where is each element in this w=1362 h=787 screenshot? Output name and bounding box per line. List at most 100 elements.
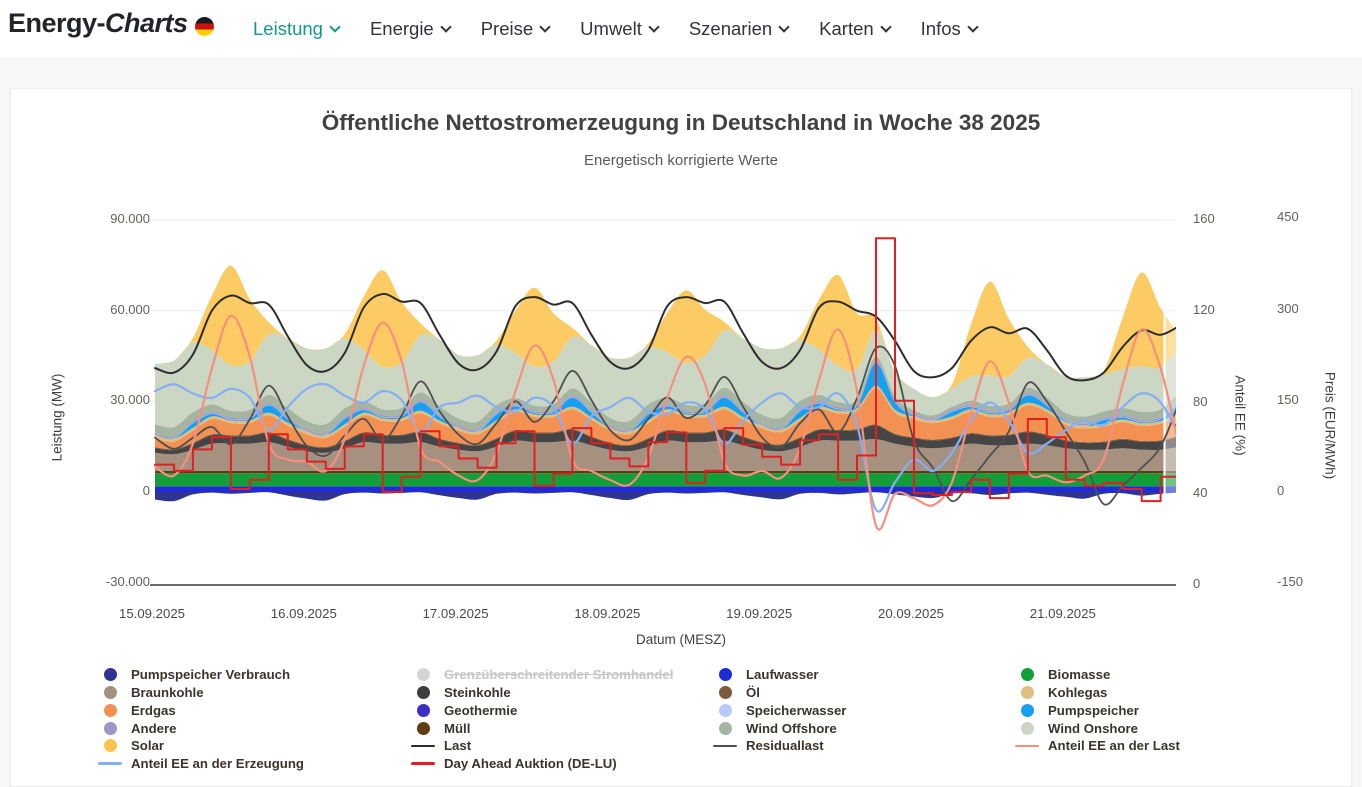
generation-chart-svg[interactable] xyxy=(0,180,1362,600)
brand-energy: Energy- xyxy=(8,8,106,38)
chevron-down-icon xyxy=(539,20,551,33)
y-tick-share-160: 160 xyxy=(1193,211,1215,226)
area-pumpspeicher_verbrauch xyxy=(155,491,1176,502)
nav-item-infos[interactable]: Infos xyxy=(921,18,979,40)
legend-column: Biomasse Kohlegas Pumpspeicher Wind Onshore… xyxy=(1014,666,1180,755)
legend-dot-marker xyxy=(712,686,738,700)
legend-dot-marker xyxy=(712,703,738,717)
legend-item-kohlegas[interactable]: Kohlegas xyxy=(1014,684,1180,702)
y-tick-price-450: 450 xyxy=(1277,209,1299,225)
y-tick-share-40: 40 xyxy=(1193,484,1208,500)
nav-item-label: Szenarien xyxy=(688,17,773,39)
legend-item-label: Pumpspeicher Verbrauch xyxy=(131,667,291,683)
legend-dot-marker xyxy=(1014,668,1040,682)
legend-item-label: Kohlegas xyxy=(1048,685,1108,701)
legend-item-label: Andere xyxy=(131,720,177,736)
legend-item-wind-onshore[interactable]: Wind Onshore xyxy=(1014,719,1180,737)
chevron-down-icon xyxy=(880,20,892,33)
x-tick-19.09.2025: 19.09.2025 xyxy=(726,606,793,621)
nav-item-label: Energie xyxy=(369,17,434,39)
legend-item-label: Grenzüberschreitender Stromhandel xyxy=(444,667,674,683)
legend-column: Laufwasser Öl Speicherwasser Wind Offshore R… xyxy=(712,666,846,755)
nav-item-leistung[interactable]: Leistung xyxy=(253,17,341,40)
line-anteil_ee_erzeugung xyxy=(154,382,1176,513)
legend-item-solar[interactable]: Solar xyxy=(97,737,304,755)
x-tick-16.09.2025: 16.09.2025 xyxy=(270,606,337,621)
legend-item-biomasse[interactable]: Biomasse xyxy=(1014,666,1180,684)
legend-item-laufwasser[interactable]: Laufwasser xyxy=(712,666,846,684)
legend-line-marker xyxy=(712,744,738,748)
legend-item-label: Laufwasser xyxy=(746,667,819,683)
nav-item-szenarien[interactable]: Szenarien xyxy=(688,17,790,40)
legend-item-grenzüberschreitender-stromhandel[interactable]: Grenzüberschreitender Stromhandel xyxy=(410,666,673,684)
legend-item-label: Braunkohle xyxy=(131,685,204,701)
legend-item-label: Residuallast xyxy=(746,738,824,754)
y-tick-price--150: -150 xyxy=(1277,574,1304,590)
german-flag-icon xyxy=(194,17,214,36)
legend-item-steinkohle[interactable]: Steinkohle xyxy=(410,684,673,702)
legend-item-day-ahead-auktion-de-lu-[interactable]: Day Ahead Auktion (DE-LU) xyxy=(410,755,673,773)
legend-item-anteil-ee-an-der-erzeugung[interactable]: Anteil EE an der Erzeugung xyxy=(97,755,304,773)
legend-item-label: Müll xyxy=(444,720,471,736)
nav-item-label: Leistung xyxy=(253,17,323,39)
nav-item-umwelt[interactable]: Umwelt xyxy=(580,18,660,40)
legend-item-last[interactable]: Last xyxy=(410,737,673,755)
legend-item-label: Day Ahead Auktion (DE-LU) xyxy=(444,756,617,772)
legend-item-label: Geothermie xyxy=(444,702,518,718)
line-anteil_ee_last xyxy=(154,314,1176,531)
legend-dot-marker xyxy=(410,668,436,682)
legend-item-label: Solar xyxy=(131,738,164,754)
legend-line-marker xyxy=(410,744,436,748)
area-erdgas xyxy=(155,388,1176,450)
top-navigation: Energy-Charts Leistung Energie Preise Umwel… xyxy=(0,0,1362,57)
legend-item-label: Öl xyxy=(746,685,760,701)
legend-item-speicherwasser[interactable]: Speicherwasser xyxy=(712,702,846,720)
legend-line-marker xyxy=(97,762,123,765)
legend-dot-marker xyxy=(1014,703,1040,717)
legend-item-öl[interactable]: Öl xyxy=(712,684,846,702)
nav-item-karten[interactable]: Karten xyxy=(819,18,892,40)
legend-item-label: Biomasse xyxy=(1048,667,1111,683)
plot-area[interactable] xyxy=(154,208,1180,586)
nav-item-energie[interactable]: Energie xyxy=(369,17,452,40)
y-tick-mw--30000: -30.000 xyxy=(105,573,150,589)
y-tick-price-300: 300 xyxy=(1277,300,1299,316)
area-muell xyxy=(155,470,1176,474)
legend-dot-marker xyxy=(410,721,436,735)
legend-dot-marker xyxy=(712,721,738,735)
legend-line-marker xyxy=(410,762,436,765)
chevron-down-icon xyxy=(329,20,341,33)
area-solar xyxy=(155,265,1176,398)
x-tick-20.09.2025: 20.09.2025 xyxy=(877,606,944,621)
y-tick-share-120: 120 xyxy=(1193,302,1215,318)
legend-item-residuallast[interactable]: Residuallast xyxy=(712,737,846,755)
legend-item-label: Anteil EE an der Erzeugung xyxy=(131,756,304,772)
nav-item-label: Preise xyxy=(480,17,534,39)
legend-item-anteil-ee-an-der-last[interactable]: Anteil EE an der Last xyxy=(1014,737,1180,755)
legend-item-pumpspeicher[interactable]: Pumpspeicher xyxy=(1014,702,1180,720)
legend-item-pumpspeicher-verbrauch[interactable]: Pumpspeicher Verbrauch xyxy=(97,666,304,684)
legend-item-label: Erdgas xyxy=(131,702,176,718)
legend-dot-marker xyxy=(1014,721,1040,735)
x-tick-18.09.2025: 18.09.2025 xyxy=(574,606,641,621)
chevron-down-icon xyxy=(778,20,790,33)
area-wind_onshore xyxy=(155,329,1176,428)
legend-item-müll[interactable]: Müll xyxy=(410,719,673,737)
legend-item-label: Last xyxy=(444,738,472,754)
legend-line-marker xyxy=(1014,744,1040,748)
legend-item-label: Wind Offshore xyxy=(746,720,837,736)
legend-item-label: Speicherwasser xyxy=(746,702,847,718)
legend-item-erdgas[interactable]: Erdgas xyxy=(97,702,304,720)
x-axis-label: Datum (MESZ) xyxy=(635,632,726,647)
brand-logo[interactable]: Energy-Charts xyxy=(8,8,214,39)
legend-item-geothermie[interactable]: Geothermie xyxy=(410,702,673,720)
legend-item-label: Steinkohle xyxy=(444,685,511,701)
legend-item-label: Anteil EE an der Last xyxy=(1048,738,1180,754)
legend-item-label: Wind Onshore xyxy=(1048,720,1138,736)
legend-column: Pumpspeicher Verbrauch Braunkohle Erdgas An… xyxy=(97,666,304,773)
legend-item-andere[interactable]: Andere xyxy=(97,719,304,737)
legend-item-braunkohle[interactable]: Braunkohle xyxy=(97,684,304,702)
nav-item-preise[interactable]: Preise xyxy=(480,17,551,40)
legend-dot-marker xyxy=(97,721,123,735)
legend-item-wind-offshore[interactable]: Wind Offshore xyxy=(712,719,846,737)
